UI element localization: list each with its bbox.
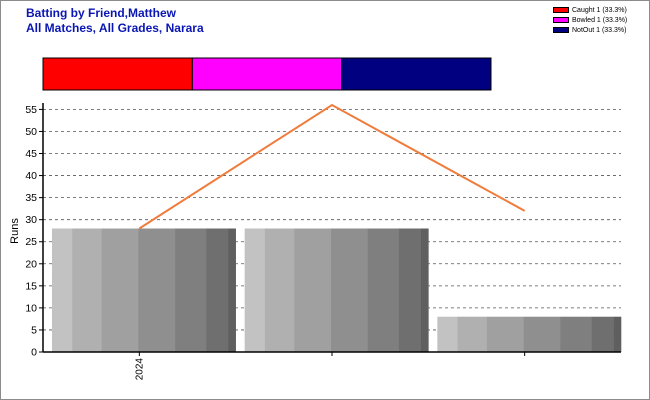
stack-segment-caught [42,57,193,91]
bar-shade-band [560,316,592,352]
bar-shade-band [457,316,488,352]
bar [52,228,236,352]
legend-label: Bowled 1 (33.3%) [572,16,628,24]
y-tick-label: 15 [25,280,37,292]
legend-swatch [553,17,569,23]
bar-shade-band [613,316,622,352]
chart-subtitle: All Matches, All Grades, Narara [26,21,204,35]
bar-shade-band [206,228,229,352]
y-tick-label: 5 [31,324,37,336]
y-tick-label: 25 [25,236,37,248]
bar-shade-band [294,228,332,352]
bar-shade-band [72,228,102,352]
bar-shade-band [175,228,207,352]
legend-label: NotOut 1 (33.3%) [572,26,627,34]
stack-segment-bowled [191,57,343,91]
bar-shade-band [523,316,561,352]
bar-shade-band [591,316,614,352]
legend: Caught 1 (33.3%) Bowled 1 (33.3%) NotOut 1… [553,5,638,35]
bar [244,228,429,352]
bar-shade-band [101,228,139,352]
y-tick-label: 10 [25,302,37,314]
legend-swatch [553,7,569,13]
bar-shade-band [398,228,422,352]
legend-item: NotOut 1 (33.3%) [553,25,638,35]
dismissal-stack-bar [42,57,492,91]
legend-item: Caught 1 (33.3%) [553,5,638,15]
y-tick-label: 50 [25,126,37,138]
runs-line [138,103,526,230]
x-tick-label: 2024 [134,358,145,381]
bar-shade-band [52,228,73,352]
axes: 0 5 10 15 20 25 30 35 40 45 50 55 2024 Runs [9,103,621,380]
y-tick-label: 35 [25,192,37,204]
bar-shade-band [420,228,429,352]
bar-shade-band [264,228,295,352]
chart-title: Batting by Friend,Matthew [26,6,176,20]
y-tick-label: 55 [25,104,37,116]
y-axis-label: Runs [9,218,21,244]
runs-line-path [138,103,526,230]
y-tick-label: 0 [31,347,37,359]
bars [52,228,622,352]
bar-shade-band [138,228,176,352]
y-tick-label: 45 [25,148,37,160]
y-tick-label: 30 [25,214,37,226]
bar-shade-band [228,228,236,352]
legend-item: Bowled 1 (33.3%) [553,15,638,25]
bar [437,316,622,352]
bar-shade-band [367,228,400,352]
y-tick-label: 20 [25,258,37,270]
bar-shade-band [244,228,266,352]
legend-swatch [553,27,569,33]
y-tick-label: 40 [25,170,37,182]
legend-label: Caught 1 (33.3%) [572,6,627,14]
stack-segment-notout [341,57,492,91]
bar-shade-band [486,316,524,352]
bar-shade-band [437,316,458,352]
bar-shade-band [330,228,369,352]
